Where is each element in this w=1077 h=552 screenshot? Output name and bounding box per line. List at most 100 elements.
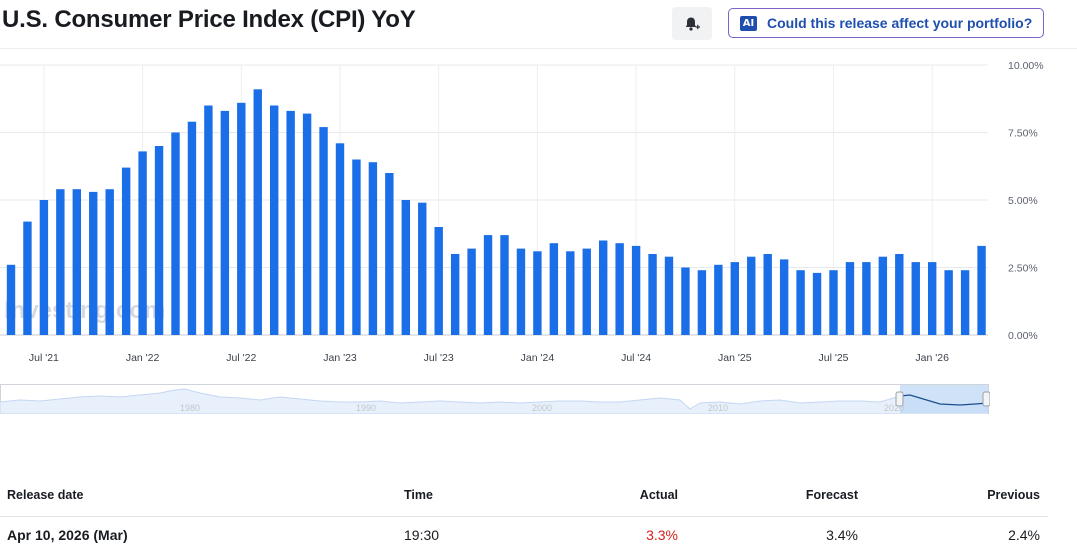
cpi-bar[interactable] [6, 264, 16, 335]
y-tick-label: 7.50% [1008, 128, 1038, 140]
ai-portfolio-button[interactable]: AI Could this release affect your portfo… [728, 8, 1044, 38]
cpi-bar[interactable] [763, 254, 772, 335]
cpi-bar[interactable] [286, 110, 295, 336]
cpi-bar[interactable] [845, 262, 855, 335]
cpi-bar[interactable] [516, 248, 526, 335]
cpi-bar[interactable] [582, 248, 591, 335]
x-tick-label: Jan '25 [718, 352, 752, 364]
ai-button-label: Could this release affect your portfolio… [767, 15, 1033, 31]
cpi-bar[interactable] [977, 245, 986, 335]
table-header-row: Release date Time Actual Forecast Previo… [0, 476, 1048, 517]
cpi-bar[interactable] [615, 243, 624, 335]
y-tick-label: 2.50% [1008, 263, 1038, 275]
x-tick-label: Jan '24 [521, 352, 555, 364]
cpi-bar[interactable] [23, 221, 32, 335]
cpi-bar[interactable] [566, 251, 575, 335]
cpi-bar[interactable] [39, 200, 49, 335]
cpi-bar[interactable] [944, 270, 953, 335]
x-tick-label: Jan '22 [126, 352, 160, 364]
cpi-bar[interactable] [747, 256, 756, 335]
cpi-bar[interactable] [829, 270, 838, 335]
y-tick-label: 0.00% [1008, 330, 1038, 342]
cpi-bar[interactable] [302, 113, 312, 335]
cpi-bar[interactable] [270, 105, 279, 336]
cpi-bar[interactable] [812, 272, 822, 335]
navigator-year-label: 2010 [708, 403, 728, 413]
navigator-year-label: 2020 [884, 403, 904, 413]
cpi-bar[interactable] [599, 240, 608, 336]
cpi-bar[interactable] [467, 248, 476, 335]
actual-cell: 3.3% [646, 527, 678, 543]
navigator-year-label: 1990 [356, 403, 376, 413]
cpi-bar[interactable] [187, 121, 197, 335]
cpi-bar[interactable] [121, 167, 131, 335]
cpi-bar[interactable] [681, 267, 690, 336]
x-tick-label: Jul '21 [29, 352, 59, 364]
navigator-right-handle[interactable] [982, 391, 990, 407]
cpi-bar[interactable] [648, 254, 657, 335]
cpi-bar-chart: Investing.com Jul '21 Jan '22 Jul '22 Jan '… [0, 60, 1044, 364]
previous-cell: 2.4% [1008, 527, 1040, 543]
cpi-bar[interactable] [730, 262, 739, 335]
navigator-left-handle[interactable] [895, 391, 904, 407]
cpi-bar[interactable] [418, 202, 427, 335]
cpi-bar[interactable] [237, 102, 246, 335]
cpi-bar[interactable] [631, 245, 641, 335]
cpi-bar[interactable] [549, 243, 559, 335]
cpi-bar[interactable] [335, 143, 345, 335]
x-tick-label: Jul '24 [621, 352, 651, 364]
cpi-bar[interactable] [138, 151, 147, 335]
cpi-bar[interactable] [352, 159, 361, 336]
cpi-bar[interactable] [401, 200, 410, 335]
chart-navigator[interactable]: 1980 1990 2000 2010 2020 [0, 384, 990, 414]
cpi-bar[interactable] [500, 235, 509, 335]
ai-icon: AI [740, 15, 757, 31]
header-time: Time [404, 488, 433, 502]
cpi-bar[interactable] [796, 270, 805, 335]
cpi-bar[interactable] [171, 132, 180, 336]
x-tick-label: Jul '23 [424, 352, 454, 364]
x-tick-label: Jan '26 [915, 352, 949, 364]
header-previous: Previous [987, 488, 1040, 502]
x-tick-label: Jul '25 [818, 352, 848, 364]
header-actual: Actual [639, 488, 678, 502]
x-tick-label: Jul '22 [226, 352, 256, 364]
cpi-bar[interactable] [154, 146, 164, 335]
cpi-bar[interactable] [862, 262, 871, 335]
cpi-bar[interactable] [483, 235, 493, 335]
time-cell: 19:30 [404, 527, 440, 543]
cpi-bar[interactable] [72, 189, 81, 335]
cpi-bar[interactable] [204, 105, 213, 336]
cpi-bar[interactable] [714, 264, 723, 335]
navigator-year-label: 2000 [532, 403, 552, 413]
add-alert-button[interactable] [672, 7, 712, 40]
header-divider [0, 48, 1077, 49]
y-tick-label: 10.00% [1008, 60, 1044, 72]
cpi-bar[interactable] [253, 89, 262, 335]
release-date-cell: Apr 10, 2026 (Mar) [7, 527, 128, 543]
cpi-bar[interactable] [878, 256, 888, 335]
cpi-bar[interactable] [533, 251, 542, 335]
cpi-bar[interactable] [368, 162, 378, 335]
header-release-date: Release date [7, 488, 84, 502]
cpi-bar[interactable] [664, 256, 674, 335]
x-tick-label: Jan '23 [323, 352, 357, 364]
cpi-bar[interactable] [697, 270, 707, 335]
cpi-bar[interactable] [450, 254, 460, 335]
cpi-bar[interactable] [56, 189, 65, 335]
cpi-bar[interactable] [319, 127, 328, 335]
cpi-bar[interactable] [779, 259, 789, 335]
cpi-bar[interactable] [105, 189, 114, 335]
cpi-bar[interactable] [911, 262, 920, 335]
cpi-bar[interactable] [385, 173, 394, 335]
cpi-bar[interactable] [89, 191, 98, 335]
cpi-bar[interactable] [960, 270, 970, 335]
forecast-cell: 3.4% [826, 527, 858, 543]
y-tick-label: 5.00% [1008, 195, 1038, 207]
cpi-bar[interactable] [434, 227, 443, 335]
cpi-bar[interactable] [928, 262, 937, 335]
cpi-bar[interactable] [220, 110, 230, 336]
cpi-bar[interactable] [895, 254, 904, 335]
page-title: U.S. Consumer Price Index (CPI) YoY [2, 6, 416, 33]
bell-plus-icon [685, 17, 700, 31]
